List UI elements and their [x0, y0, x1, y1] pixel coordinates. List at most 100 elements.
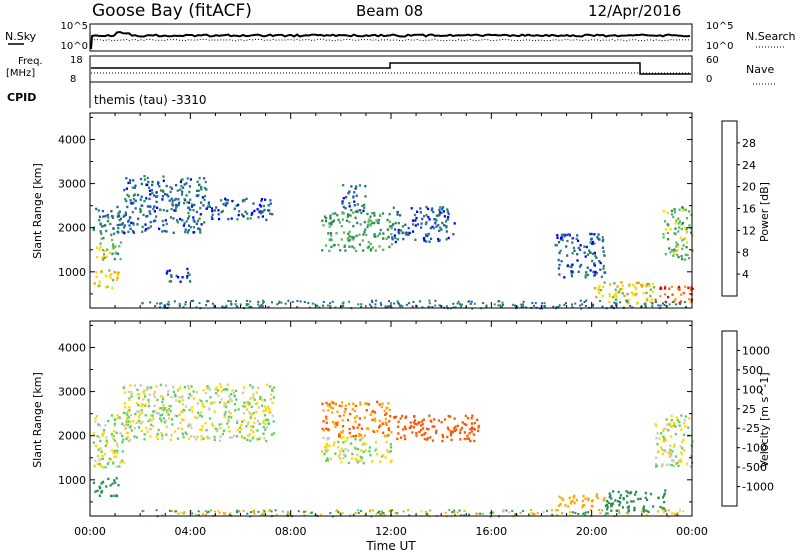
velocity-cell	[264, 428, 267, 431]
velocity-cell	[134, 412, 137, 416]
velocity-cell	[100, 482, 103, 485]
velocity-cell	[126, 414, 129, 417]
velocity-cell	[259, 397, 262, 400]
power-cell	[405, 303, 408, 306]
power-cell	[330, 223, 333, 226]
power-cell	[193, 220, 196, 223]
velocity-cell	[143, 433, 146, 436]
power-cell	[579, 304, 582, 307]
power-cell	[162, 223, 165, 227]
power-cell	[122, 231, 125, 234]
power-cell	[195, 222, 198, 225]
velocity-cell	[536, 512, 539, 515]
velocity-cell	[215, 392, 218, 395]
velocity-cell	[172, 386, 175, 389]
velocity-cell	[256, 429, 259, 432]
velocity-cell	[389, 414, 392, 418]
power-cell	[330, 238, 333, 242]
velocity-cell	[123, 402, 126, 405]
power-cell	[428, 302, 431, 305]
velocity-cell	[479, 512, 482, 515]
power-cell	[390, 243, 394, 246]
power-y-axis-label: Slant Range [km]	[31, 163, 44, 259]
power-cell	[188, 190, 191, 194]
freq-label: Freq.	[18, 56, 43, 67]
velocity-cell	[663, 494, 666, 497]
velocity-cell	[264, 422, 267, 426]
velocity-cell	[622, 496, 625, 500]
power-cell	[118, 245, 121, 248]
power-cell	[101, 256, 104, 259]
velocity-cell	[320, 513, 322, 516]
power-cell	[236, 306, 239, 309]
freq-unit-label: [MHz]	[6, 68, 35, 79]
power-cell	[267, 306, 270, 309]
power-cell	[401, 225, 404, 228]
velocity-cell	[662, 429, 665, 433]
power-cell	[666, 223, 669, 226]
velocity-cell	[187, 396, 190, 400]
power-cell	[329, 304, 332, 307]
velocity-colorbar-tick-label: 25	[742, 403, 756, 416]
power-cell	[352, 238, 355, 241]
power-cell	[185, 182, 188, 185]
power-cell	[324, 244, 328, 247]
power-cell	[98, 215, 102, 218]
power-cell	[348, 245, 351, 248]
velocity-cell	[333, 441, 336, 444]
velocity-cell	[371, 418, 374, 422]
power-cell	[187, 229, 190, 232]
power-cell	[341, 302, 344, 305]
power-cell	[98, 280, 101, 283]
velocity-cell	[190, 435, 193, 438]
power-cell	[635, 292, 638, 296]
velocity-cell	[248, 402, 251, 405]
velocity-cell	[664, 439, 667, 442]
power-cell	[113, 232, 116, 235]
velocity-cell	[270, 433, 273, 436]
velocity-cell	[188, 387, 191, 390]
velocity-cell	[425, 438, 429, 441]
velocity-cell	[676, 419, 679, 422]
velocity-cell	[569, 514, 572, 517]
power-cell	[328, 238, 331, 242]
power-cell	[253, 209, 256, 213]
velocity-cell	[354, 447, 357, 450]
velocity-cell	[342, 457, 345, 460]
velocity-cell	[322, 436, 325, 440]
velocity-cell	[160, 419, 163, 423]
power-cell	[256, 208, 259, 211]
power-cell	[179, 280, 182, 283]
power-cell	[397, 228, 400, 232]
velocity-cell	[684, 425, 687, 428]
power-cell	[329, 214, 332, 217]
power-cell	[378, 213, 382, 217]
velocity-cell	[231, 389, 234, 392]
power-cell	[95, 246, 98, 249]
velocity-cell	[286, 511, 289, 513]
velocity-cell	[584, 513, 587, 516]
velocity-cell	[663, 500, 666, 504]
velocity-cell	[358, 417, 361, 420]
power-cell	[359, 223, 362, 226]
power-cell	[128, 216, 131, 219]
velocity-cell	[113, 439, 117, 442]
velocity-cell	[679, 445, 682, 448]
power-cell	[366, 223, 369, 227]
velocity-cell	[672, 421, 675, 425]
velocity-cell	[633, 506, 636, 510]
velocity-cell	[340, 436, 343, 440]
velocity-cell	[360, 449, 363, 452]
velocity-cell	[169, 404, 172, 408]
velocity-cell	[333, 423, 336, 426]
power-cell	[178, 302, 181, 305]
velocity-cell	[228, 513, 231, 516]
velocity-cell	[350, 457, 353, 460]
power-cell	[667, 238, 670, 241]
velocity-cell	[275, 513, 278, 516]
velocity-cell	[223, 413, 226, 416]
power-cell	[684, 253, 687, 257]
y-tick-label: 3000	[58, 386, 86, 399]
velocity-cell	[505, 509, 508, 512]
velocity-cell	[254, 402, 257, 406]
